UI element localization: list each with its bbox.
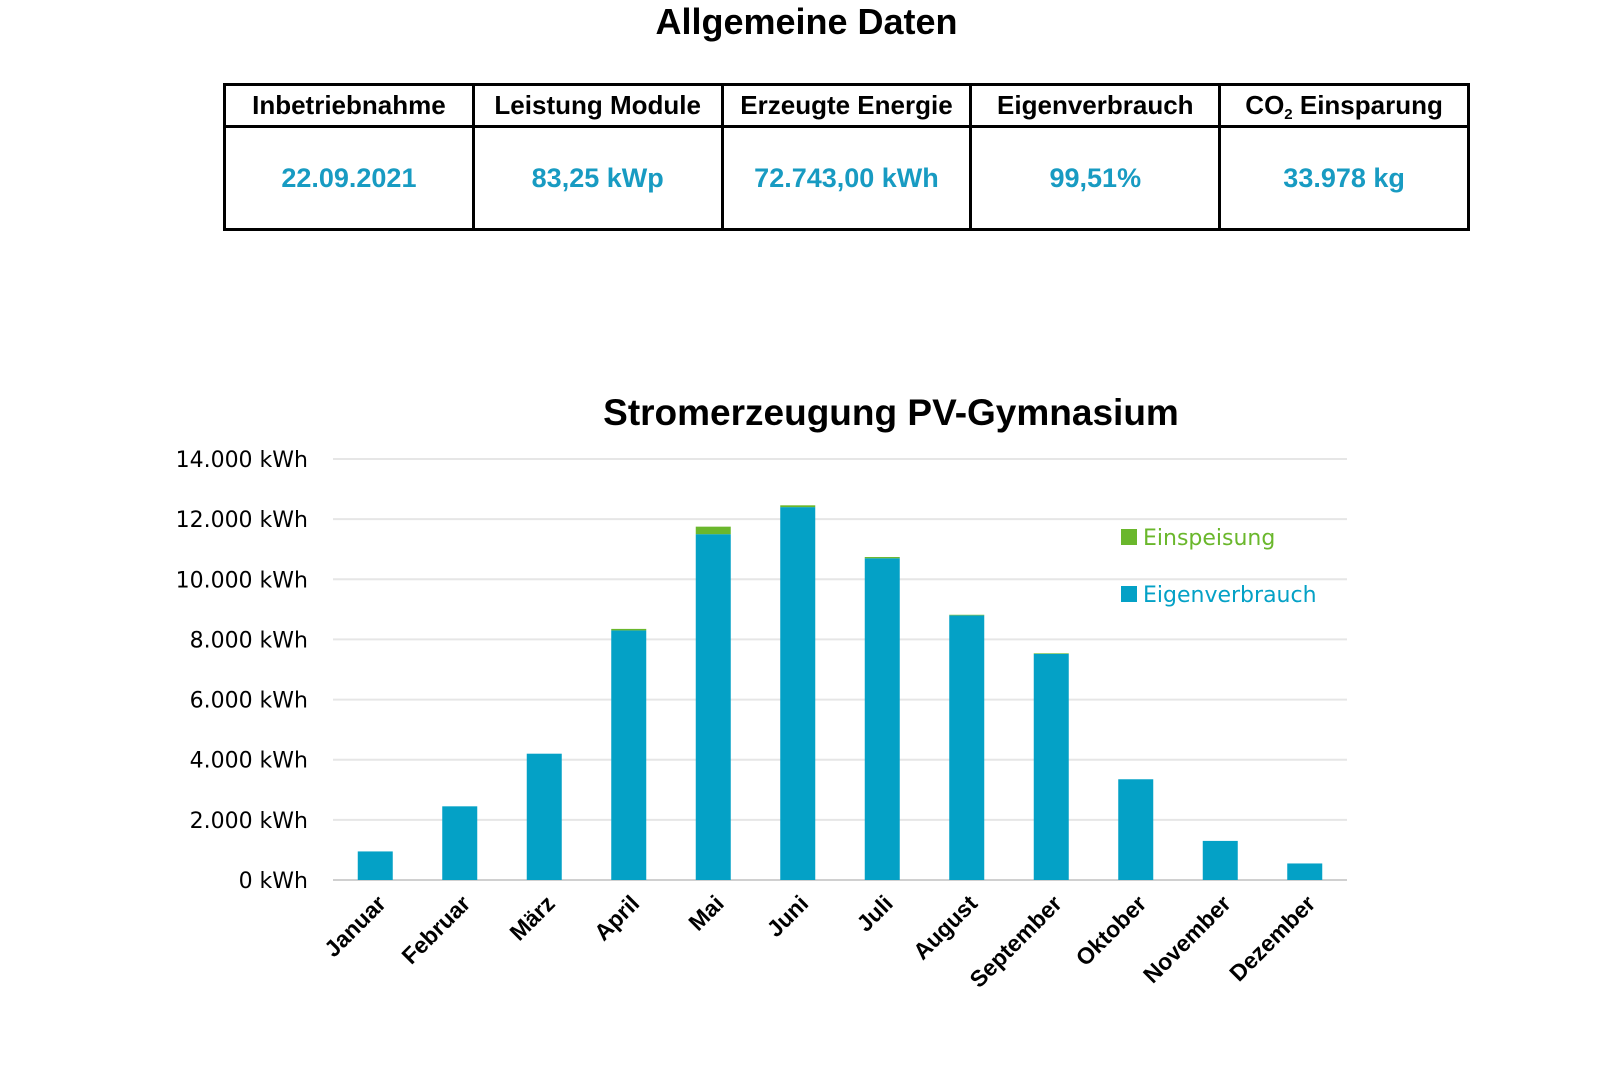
chart-title: Stromerzeugung PV-Gymnasium xyxy=(603,392,1179,433)
bar-einspeisung-september xyxy=(1033,653,1069,654)
y-tick-label: 10.000 kWh xyxy=(176,568,308,593)
bar-einspeisung-juni xyxy=(780,505,816,508)
value-co2-einsparung: 33.978 kg xyxy=(1218,125,1470,231)
y-tick-label: 8.000 kWh xyxy=(190,628,308,653)
legend-item-einspeisung: Einspeisung xyxy=(1121,526,1275,551)
value-eigenverbrauch: 99,51% xyxy=(969,125,1222,231)
bar-eigenverbrauch-februar xyxy=(442,806,478,880)
x-tick-label: Januar xyxy=(319,890,391,962)
bar-eigenverbrauch-mai xyxy=(695,534,731,880)
page-title: Allgemeine Daten xyxy=(655,1,958,42)
y-tick-label: 2.000 kWh xyxy=(190,809,308,834)
y-tick-label: 12.000 kWh xyxy=(176,508,308,533)
y-tick-label: 4.000 kWh xyxy=(190,749,308,774)
bar-eigenverbrauch-september xyxy=(1033,653,1069,880)
header-inbetriebnahme: Inbetriebnahme xyxy=(223,83,475,128)
x-tick-label: Februar xyxy=(396,890,475,969)
bar-eigenverbrauch-dezember xyxy=(1287,863,1323,880)
table-value-row: 22.09.2021 83,25 kWp 72.743,00 kWh 99,51… xyxy=(223,125,1470,231)
x-tick-label: Oktober xyxy=(1071,890,1152,971)
x-tick-label: Dezember xyxy=(1224,890,1320,986)
header-eigenverbrauch: Eigenverbrauch xyxy=(969,83,1222,128)
value-leistung-module: 83,25 kWp xyxy=(471,125,724,231)
bar-einspeisung-august xyxy=(949,614,985,616)
y-tick-label: 14.000 kWh xyxy=(176,448,308,473)
co2-label-sub: 2 xyxy=(1284,106,1293,123)
co2-label-main: CO xyxy=(1245,90,1285,120)
legend-label: Einspeisung xyxy=(1143,526,1275,551)
header-erzeugte-energie: Erzeugte Energie xyxy=(720,83,973,128)
bar-einspeisung-april xyxy=(611,628,647,631)
x-tick-label: September xyxy=(964,890,1066,992)
y-tick-label: 6.000 kWh xyxy=(190,689,308,714)
y-tick-label: 0 kWh xyxy=(239,869,308,894)
x-tick-label: August xyxy=(908,890,983,965)
bar-eigenverbrauch-märz xyxy=(526,753,562,880)
legend-label: Eigenverbrauch xyxy=(1143,583,1317,608)
bar-eigenverbrauch-april xyxy=(611,630,647,880)
bar-einspeisung-mai xyxy=(695,526,731,535)
bar-einspeisung-juli xyxy=(864,557,900,559)
legend-swatch xyxy=(1121,529,1137,545)
bar-eigenverbrauch-august xyxy=(949,615,985,880)
header-leistung-module: Leistung Module xyxy=(471,83,724,128)
co2-label-rest: Einsparung xyxy=(1292,90,1443,120)
value-erzeugte-energie: 72.743,00 kWh xyxy=(720,125,973,231)
general-data-table: Inbetriebnahme Leistung Module Erzeugte … xyxy=(223,83,1470,231)
x-tick-label: Mai xyxy=(683,890,728,935)
header-co2-einsparung: CO2 Einsparung xyxy=(1218,83,1470,128)
x-tick-label: November xyxy=(1138,890,1236,988)
x-tick-label: März xyxy=(504,890,559,945)
table-header-row: Inbetriebnahme Leistung Module Erzeugte … xyxy=(223,83,1470,128)
legend-item-eigenverbrauch: Eigenverbrauch xyxy=(1121,583,1317,608)
x-tick-label: April xyxy=(589,890,644,945)
x-tick-label: Juni xyxy=(761,890,813,942)
x-tick-label: Juli xyxy=(851,890,897,936)
bar-eigenverbrauch-juni xyxy=(780,507,816,880)
legend-swatch xyxy=(1121,586,1137,602)
bar-eigenverbrauch-juli xyxy=(864,558,900,880)
value-inbetriebnahme: 22.09.2021 xyxy=(223,125,475,231)
bar-eigenverbrauch-oktober xyxy=(1118,779,1154,880)
bar-eigenverbrauch-januar xyxy=(357,851,393,880)
bar-eigenverbrauch-november xyxy=(1202,840,1238,880)
